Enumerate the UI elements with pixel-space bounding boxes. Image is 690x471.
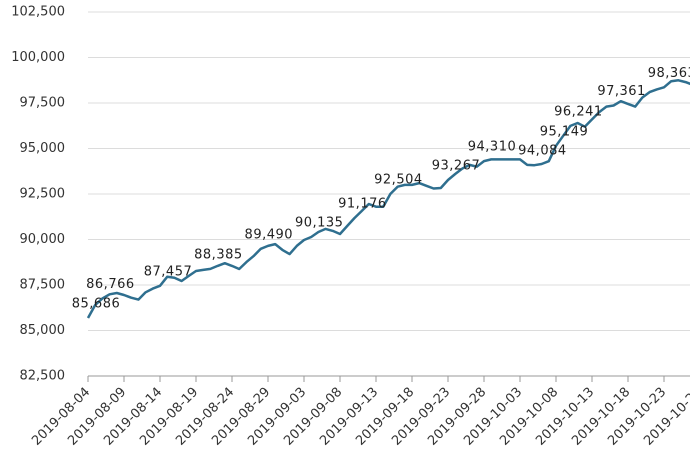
line-series — [86, 79, 690, 319]
y-tick-label: 85,000 — [20, 323, 66, 338]
data-label: 97,361 — [597, 84, 646, 99]
data-label: 94,310 — [468, 140, 517, 155]
data-label: 93,267 — [432, 159, 481, 174]
y-tick-label: 82,500 — [20, 369, 66, 384]
data-label: 98,363 — [648, 66, 690, 81]
y-tick-label: 100,000 — [11, 50, 65, 65]
y-tick-label: 97,500 — [20, 96, 66, 111]
data-label: 91,176 — [338, 197, 387, 212]
data-label: 95,149 — [540, 124, 589, 139]
data-label: 87,457 — [144, 264, 193, 279]
y-tick-label: 87,500 — [20, 278, 66, 293]
data-label: 89,490 — [245, 227, 294, 242]
data-label: 88,385 — [194, 247, 243, 262]
y-tick-label: 95,000 — [20, 141, 66, 156]
y-tick-label: 92,500 — [20, 187, 66, 202]
data-label: 86,766 — [86, 277, 135, 292]
y-tick-label: 102,500 — [11, 5, 65, 20]
data-label: 90,135 — [295, 216, 344, 231]
data-label: 85,686 — [72, 297, 121, 312]
y-tick-label: 90,000 — [20, 232, 66, 247]
data-label: 96,241 — [554, 104, 603, 119]
data-label: 94,084 — [518, 144, 567, 159]
data-label: 92,504 — [374, 172, 423, 187]
